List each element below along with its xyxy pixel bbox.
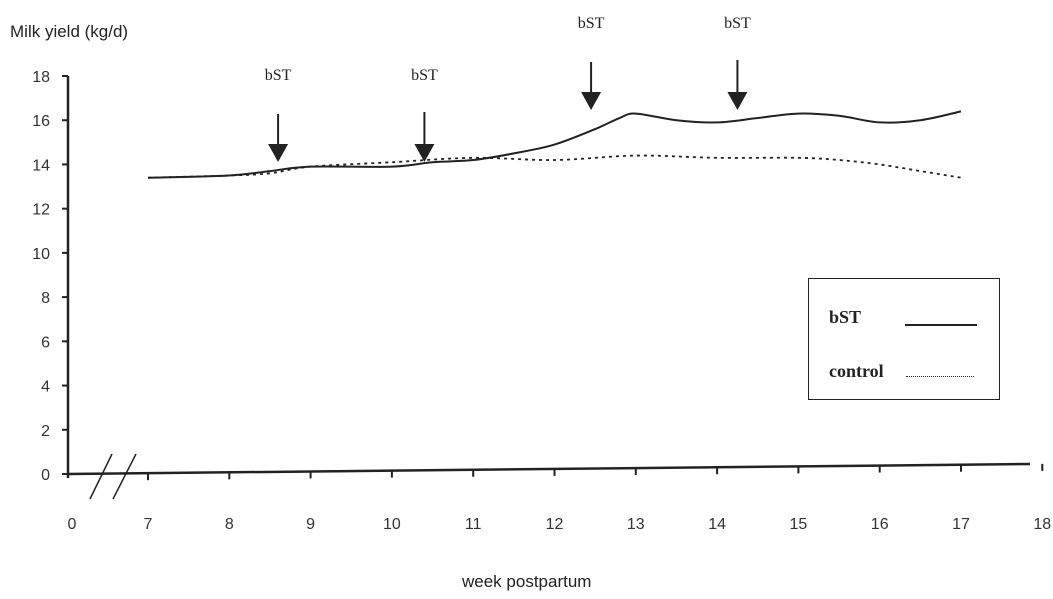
injection-arrow-head [268,144,289,162]
x-tick-label: 10 [383,516,401,533]
injection-label: bST [411,67,438,84]
y-tick-label: 0 [41,467,50,484]
y-axis-label: Milk yield (kg/d) [10,22,129,41]
y-tick-label: 6 [41,334,50,351]
y-tick-label: 10 [32,246,50,263]
y-tick-label: 18 [32,69,50,86]
y-tick-label: 8 [41,290,50,307]
legend-label-bst: bST [829,307,862,327]
injection-label: bST [578,15,605,32]
injection-arrow-head [727,92,748,110]
axis-break-mark [89,453,113,500]
injection-label: bST [724,15,751,32]
x-ticks: 0 7 8 9 10 11 12 13 14 15 16 17 18 [68,463,1051,533]
x-tick-label: 8 [225,516,234,533]
legend-swatch-control [906,376,974,377]
x-axis-line [67,462,1031,476]
injection-arrow-head [581,92,602,110]
y-tick-label: 2 [41,423,50,440]
injection-arrow-head [414,144,435,162]
series-line-control [147,154,962,179]
x-tick-label: 17 [952,516,970,533]
legend-label-control: control [829,361,884,381]
x-tick-label: 14 [708,516,726,533]
x-tick-label: 15 [790,516,808,533]
x-tick-label: 13 [627,516,645,533]
axis-break-mark [112,453,137,500]
y-tick-label: 14 [32,157,50,174]
legend: bST control [808,278,1000,400]
injection-arrows: bST bST bST bST [265,15,751,162]
x-tick-label: 9 [306,516,315,533]
legend-swatch-bst [905,324,977,326]
x-tick-label: 0 [68,516,77,533]
x-tick-label: 18 [1033,516,1051,533]
y-tick-label: 16 [32,113,50,130]
x-axis-label: week postpartum [462,572,592,591]
series-lines [147,110,962,179]
x-tick-label: 7 [144,516,153,533]
injection-label: bST [265,67,292,84]
x-tick-label: 16 [871,516,889,533]
y-ticks: 0 2 4 6 8 10 12 14 16 18 [32,69,68,484]
y-tick-label: 4 [41,379,50,396]
x-tick-label: 12 [546,516,564,533]
x-tick-label: 11 [465,516,482,533]
y-tick-label: 12 [32,202,50,219]
